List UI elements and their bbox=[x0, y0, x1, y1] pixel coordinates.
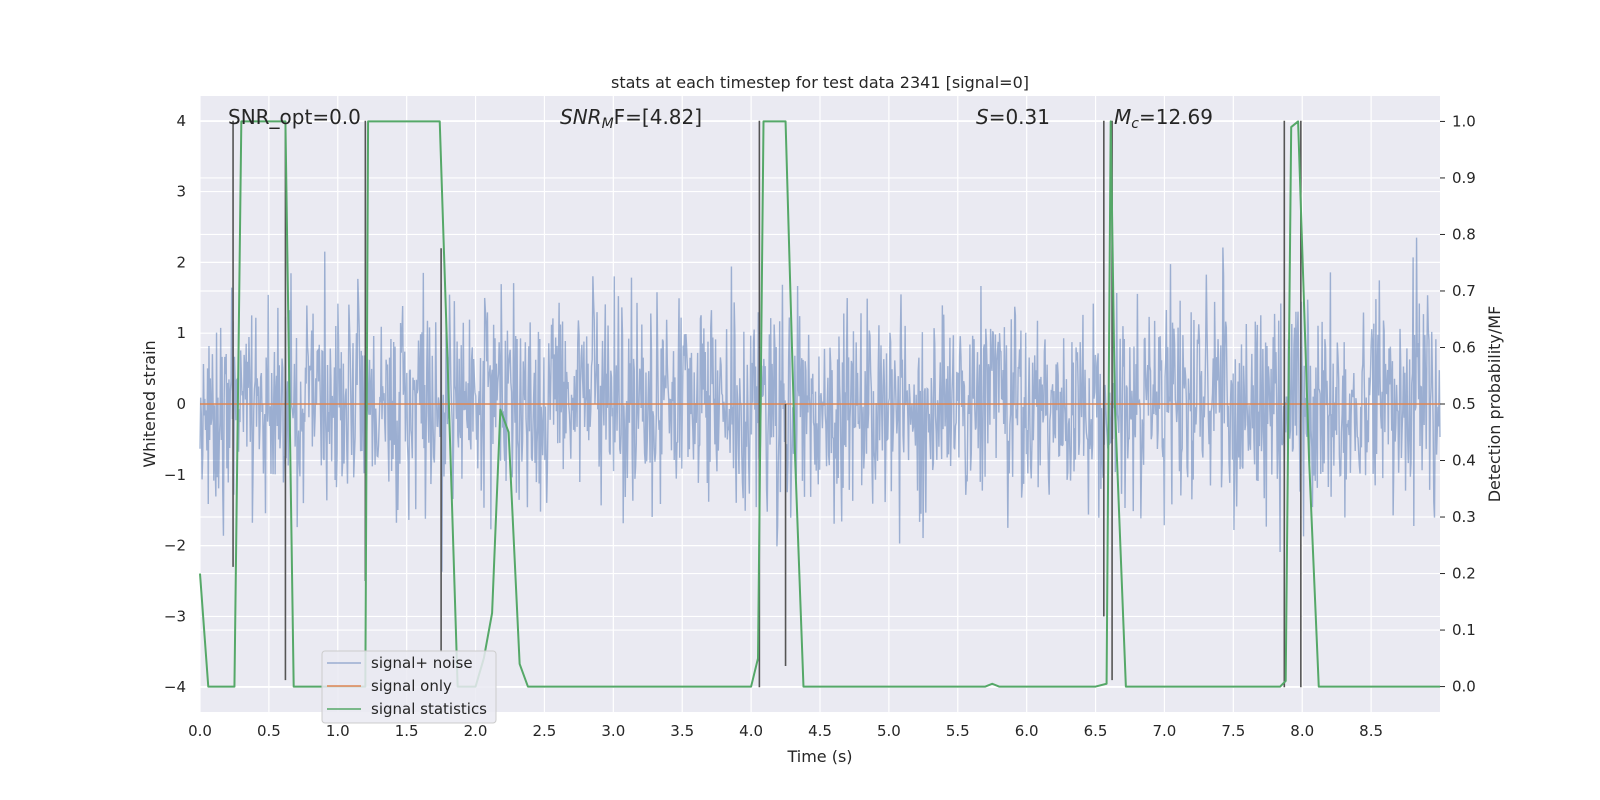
y-tick-label-right: 0.1 bbox=[1452, 621, 1476, 639]
y-tick-label-right: 0.3 bbox=[1452, 508, 1476, 526]
y-tick-label-left: 1 bbox=[176, 324, 186, 342]
y-tick-label-left: −2 bbox=[164, 537, 186, 555]
signal-statistics-line bbox=[199, 120, 1440, 688]
x-tick-label: 2.5 bbox=[533, 722, 557, 740]
y-tick-label-right: 0.2 bbox=[1452, 565, 1476, 583]
x-tick-label: 8.5 bbox=[1359, 722, 1383, 740]
y-tick-label-left: −4 bbox=[164, 678, 186, 696]
y-tick-label-left: −3 bbox=[164, 607, 186, 625]
x-tick-label: 8.0 bbox=[1290, 722, 1314, 740]
y-tick-label-right: 0.9 bbox=[1452, 169, 1476, 187]
noise-layer bbox=[199, 237, 1441, 572]
x-tick-label: 6.0 bbox=[1015, 722, 1039, 740]
y-tick-label-right: 1.0 bbox=[1452, 112, 1476, 130]
y-tick-label-right: 0.0 bbox=[1452, 678, 1476, 696]
x-tick-label: 4.5 bbox=[808, 722, 832, 740]
y-tick-label-left: 0 bbox=[176, 395, 186, 413]
x-tick-label: 7.0 bbox=[1153, 722, 1177, 740]
annotation-s: S=0.31 bbox=[976, 105, 1050, 129]
x-tick-label: 3.5 bbox=[670, 722, 694, 740]
x-axis-label: Time (s) bbox=[786, 747, 852, 766]
noise-line bbox=[199, 237, 1441, 572]
annotation-snr-mf: SNRMF=[4.82] bbox=[560, 105, 702, 132]
x-tick-label: 5.5 bbox=[946, 722, 970, 740]
annotation-mc: Mc=12.69 bbox=[1114, 105, 1213, 132]
y-tick-label-left: 3 bbox=[176, 183, 186, 201]
legend-label-signal: signal only bbox=[371, 677, 452, 695]
x-tick-label: 1.0 bbox=[326, 722, 350, 740]
x-tick-label: 1.5 bbox=[395, 722, 419, 740]
annotation-snr-opt: SNR_opt=0.0 bbox=[228, 105, 361, 129]
legend-box bbox=[321, 650, 497, 724]
y-axis-label-left: Whitened strain bbox=[140, 340, 159, 467]
y-tick-label-right: 0.6 bbox=[1452, 338, 1476, 356]
axis-layer: 0.0 0.5 1.0 1.5 2.0 2.5 3.0 3.5 4.0 4.5 5.0 5.5 6.0 6… bbox=[164, 112, 1476, 740]
legend: signal+ noise signal only signal statist… bbox=[321, 650, 497, 724]
chart-title: stats at each timestep for test data 234… bbox=[611, 73, 1029, 92]
y-tick-label-left: −1 bbox=[164, 466, 186, 484]
x-tick-label: 0.0 bbox=[188, 722, 212, 740]
y-tick-label-left: 2 bbox=[176, 253, 186, 271]
x-tick-label: 2.0 bbox=[464, 722, 488, 740]
legend-label-noise: signal+ noise bbox=[371, 654, 473, 672]
x-tick-label: 5.0 bbox=[877, 722, 901, 740]
legend-label-statistics: signal statistics bbox=[371, 700, 487, 718]
x-tick-label: 4.0 bbox=[739, 722, 763, 740]
x-tick-label: 7.5 bbox=[1221, 722, 1245, 740]
y-axis-label-right: Detection probability/MF bbox=[1485, 306, 1504, 503]
x-tick-label: 6.5 bbox=[1084, 722, 1108, 740]
y-tick-label-right: 0.7 bbox=[1452, 282, 1476, 300]
x-tick-label: 3.0 bbox=[601, 722, 625, 740]
y-tick-label-right: 0.8 bbox=[1452, 225, 1476, 243]
y-tick-label-right: 0.5 bbox=[1452, 395, 1476, 413]
x-tick-label: 0.5 bbox=[257, 722, 281, 740]
y-tick-label-right: 0.4 bbox=[1452, 452, 1476, 470]
y-tick-label-left: 4 bbox=[176, 112, 186, 130]
signal-statistics-layer bbox=[199, 120, 1440, 688]
